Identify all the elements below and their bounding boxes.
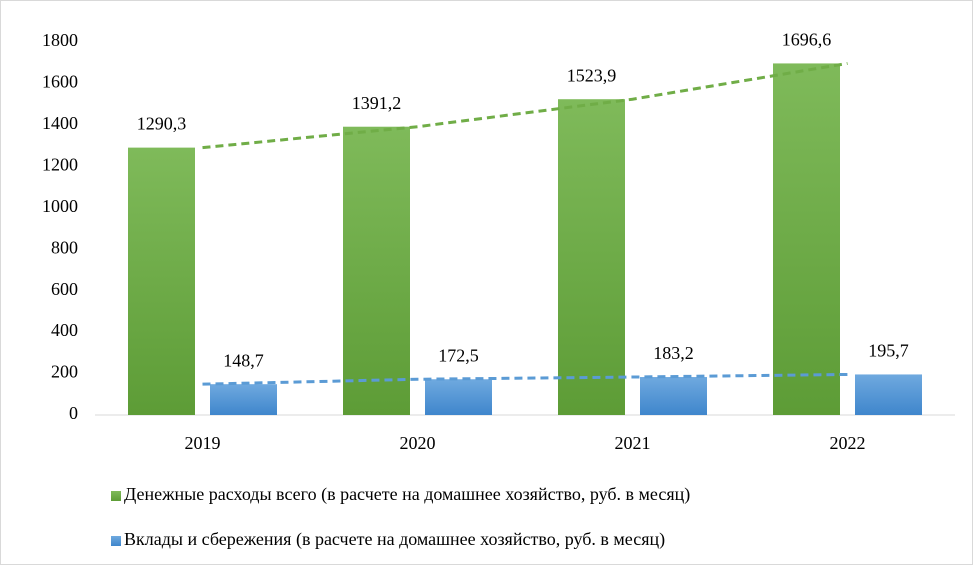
x-tick-label: 2020 [400,433,436,453]
y-tick-label: 1400 [42,113,78,133]
y-tick-label: 1200 [42,154,78,174]
bar [855,374,922,415]
value-label: 1523,9 [567,65,617,85]
legend-label: Денежные расходы всего (в расчете на дом… [124,484,690,505]
x-tick-label: 2019 [185,433,221,453]
bar [425,379,492,415]
trend-line [202,61,848,150]
value-label: 172,5 [438,345,479,365]
bar [773,63,840,415]
legend-marker [111,536,121,546]
y-tick-label: 1800 [42,30,78,50]
value-label: 183,2 [653,343,694,363]
legend-label: Вклады и сбережения (в расчете на домашн… [124,529,665,550]
y-tick-label: 400 [51,320,78,340]
y-tick-label: 200 [51,362,78,382]
trend-line [202,372,848,386]
bar [343,126,410,415]
value-label: 1696,6 [782,30,832,50]
value-label: 1290,3 [137,114,187,134]
y-tick-label: 1000 [42,196,78,216]
y-tick-label: 0 [69,403,78,423]
x-tick-label: 2021 [615,433,651,453]
y-tick-label: 600 [51,279,78,299]
bar [128,147,195,416]
legend-marker [111,491,121,501]
value-label: 1391,2 [352,93,402,113]
y-tick-label: 1600 [42,72,78,92]
x-tick-label: 2022 [830,433,866,453]
y-tick-label: 800 [51,237,78,257]
value-label: 195,7 [868,341,909,361]
bar [640,377,707,415]
value-label: 148,7 [223,350,264,370]
bar [558,99,625,416]
bar [210,384,277,415]
